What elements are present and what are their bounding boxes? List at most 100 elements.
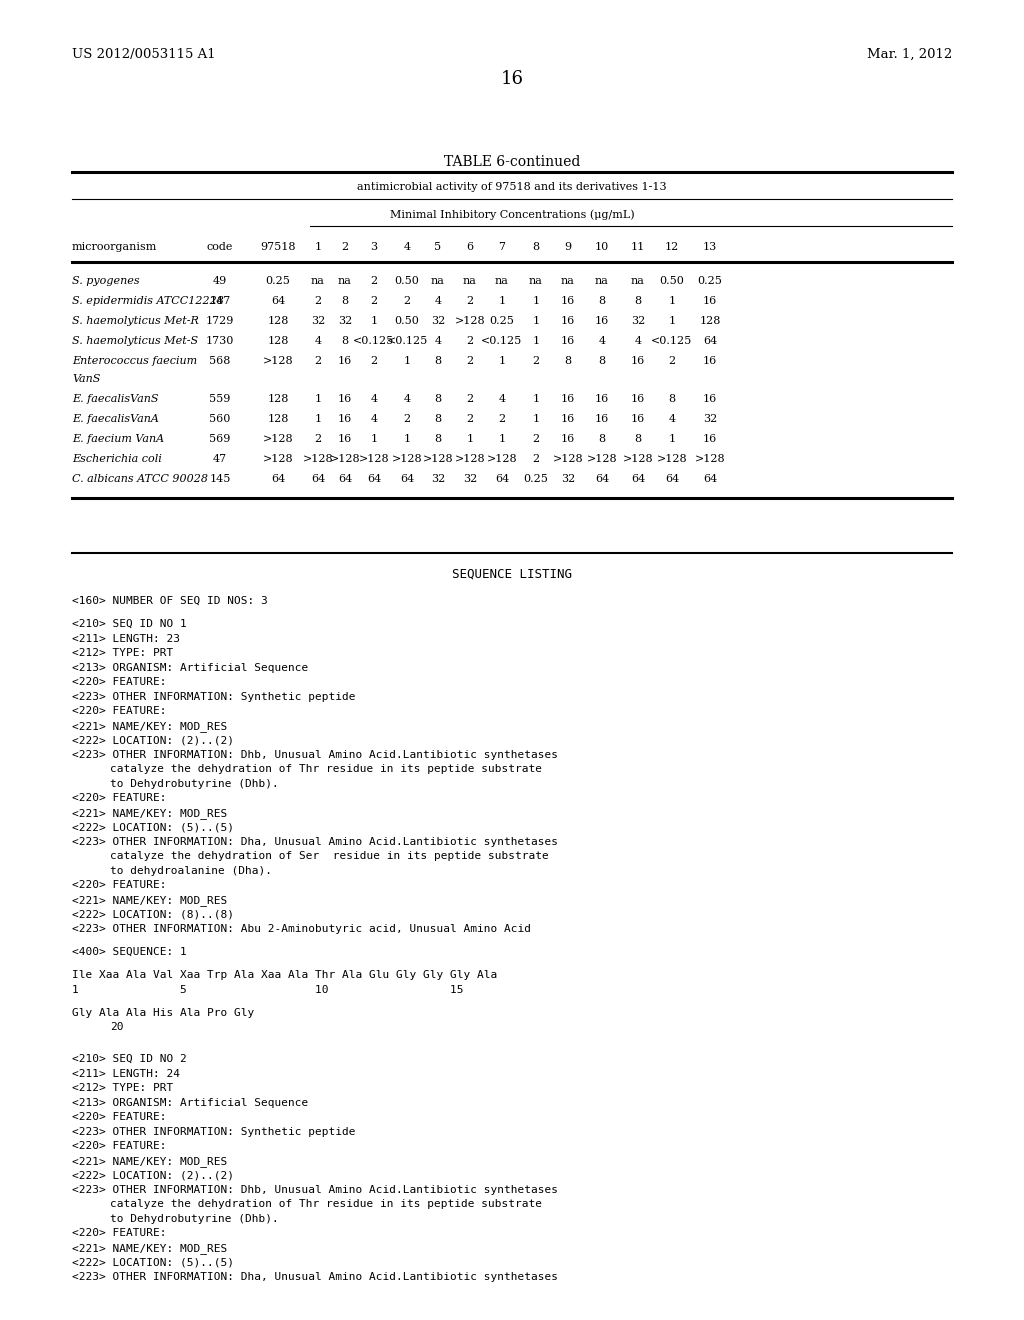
Text: 0.50: 0.50 <box>394 276 420 286</box>
Text: <212> TYPE: PRT: <212> TYPE: PRT <box>72 648 173 659</box>
Text: 8: 8 <box>598 356 605 366</box>
Text: <223> OTHER INFORMATION: Dha, Unusual Amino Acid.Lantibiotic synthetases: <223> OTHER INFORMATION: Dha, Unusual Am… <box>72 1271 558 1282</box>
Text: <212> TYPE: PRT: <212> TYPE: PRT <box>72 1084 173 1093</box>
Text: 1: 1 <box>314 414 322 424</box>
Text: 1: 1 <box>669 296 676 306</box>
Text: <222> LOCATION: (5)..(5): <222> LOCATION: (5)..(5) <box>72 822 234 832</box>
Text: 2: 2 <box>467 296 473 306</box>
Text: 64: 64 <box>400 474 414 484</box>
Text: >128: >128 <box>263 356 293 366</box>
Text: to dehydroalanine (Dha).: to dehydroalanine (Dha). <box>110 866 272 875</box>
Text: 0.25: 0.25 <box>697 276 723 286</box>
Text: E. faecium VanA: E. faecium VanA <box>72 434 164 444</box>
Text: 0.25: 0.25 <box>265 276 291 286</box>
Text: >128: >128 <box>553 454 584 465</box>
Text: 16: 16 <box>501 70 523 88</box>
Text: 4: 4 <box>371 393 378 404</box>
Text: 16: 16 <box>631 393 645 404</box>
Text: 13: 13 <box>702 242 717 252</box>
Text: 2: 2 <box>314 356 322 366</box>
Text: 49: 49 <box>213 276 227 286</box>
Text: 8: 8 <box>341 337 348 346</box>
Text: US 2012/0053115 A1: US 2012/0053115 A1 <box>72 48 216 61</box>
Text: 1: 1 <box>499 356 506 366</box>
Text: 1: 1 <box>371 434 378 444</box>
Text: 20: 20 <box>110 1022 124 1032</box>
Text: 12: 12 <box>665 242 679 252</box>
Text: 1: 1 <box>314 242 322 252</box>
Text: 2: 2 <box>499 414 506 424</box>
Text: 16: 16 <box>338 356 352 366</box>
Text: catalyze the dehydration of Ser  residue in its peptide substrate: catalyze the dehydration of Ser residue … <box>110 851 549 861</box>
Text: <221> NAME/KEY: MOD_RES: <221> NAME/KEY: MOD_RES <box>72 721 227 731</box>
Text: VanS: VanS <box>72 374 100 384</box>
Text: 1: 1 <box>314 393 322 404</box>
Text: 4: 4 <box>499 393 506 404</box>
Text: S. pyogenes: S. pyogenes <box>72 276 139 286</box>
Text: <220> FEATURE:: <220> FEATURE: <box>72 1113 167 1122</box>
Text: 1: 1 <box>669 315 676 326</box>
Text: 4: 4 <box>314 337 322 346</box>
Text: 8: 8 <box>598 434 605 444</box>
Text: 0.25: 0.25 <box>523 474 549 484</box>
Text: Escherichia coli: Escherichia coli <box>72 454 162 465</box>
Text: 2: 2 <box>467 356 473 366</box>
Text: <220> FEATURE:: <220> FEATURE: <box>72 706 167 717</box>
Text: >128: >128 <box>623 454 653 465</box>
Text: na: na <box>529 276 543 286</box>
Text: Ile Xaa Ala Val Xaa Trp Ala Xaa Ala Thr Ala Glu Gly Gly Gly Ala: Ile Xaa Ala Val Xaa Trp Ala Xaa Ala Thr … <box>72 970 498 981</box>
Text: 4: 4 <box>371 414 378 424</box>
Text: 4: 4 <box>434 296 441 306</box>
Text: <220> FEATURE:: <220> FEATURE: <box>72 793 167 803</box>
Text: <223> OTHER INFORMATION: Dhb, Unusual Amino Acid.Lantibiotic synthetases: <223> OTHER INFORMATION: Dhb, Unusual Am… <box>72 1185 558 1195</box>
Text: 8: 8 <box>434 356 441 366</box>
Text: 64: 64 <box>271 474 285 484</box>
Text: 128: 128 <box>267 337 289 346</box>
Text: >128: >128 <box>455 315 485 326</box>
Text: na: na <box>311 276 325 286</box>
Text: 0.25: 0.25 <box>489 315 514 326</box>
Text: <211> LENGTH: 23: <211> LENGTH: 23 <box>72 634 180 644</box>
Text: 2: 2 <box>314 434 322 444</box>
Text: >128: >128 <box>587 454 617 465</box>
Text: 4: 4 <box>434 337 441 346</box>
Text: 47: 47 <box>213 454 227 465</box>
Text: 4: 4 <box>669 414 676 424</box>
Text: 2: 2 <box>467 414 473 424</box>
Text: <0.125: <0.125 <box>386 337 428 346</box>
Text: 64: 64 <box>702 337 717 346</box>
Text: 1: 1 <box>403 434 411 444</box>
Text: 1: 1 <box>532 315 540 326</box>
Text: 1: 1 <box>403 356 411 366</box>
Text: 64: 64 <box>367 474 381 484</box>
Text: 1: 1 <box>371 315 378 326</box>
Text: <0.125: <0.125 <box>651 337 692 346</box>
Text: antimicrobial activity of 97518 and its derivatives 1-13: antimicrobial activity of 97518 and its … <box>357 182 667 191</box>
Text: 0.50: 0.50 <box>394 315 420 326</box>
Text: 32: 32 <box>702 414 717 424</box>
Text: 5: 5 <box>434 242 441 252</box>
Text: 0.50: 0.50 <box>659 276 684 286</box>
Text: 64: 64 <box>338 474 352 484</box>
Text: 1               5                   10                  15: 1 5 10 15 <box>72 985 464 994</box>
Text: 2: 2 <box>371 356 378 366</box>
Text: >128: >128 <box>423 454 454 465</box>
Text: catalyze the dehydration of Thr residue in its peptide substrate: catalyze the dehydration of Thr residue … <box>110 764 542 775</box>
Text: 16: 16 <box>631 414 645 424</box>
Text: SEQUENCE LISTING: SEQUENCE LISTING <box>452 568 572 581</box>
Text: 16: 16 <box>338 414 352 424</box>
Text: 6: 6 <box>467 242 473 252</box>
Text: 64: 64 <box>495 474 509 484</box>
Text: na: na <box>431 276 445 286</box>
Text: Enterococcus faecium: Enterococcus faecium <box>72 356 198 366</box>
Text: na: na <box>561 276 574 286</box>
Text: <220> FEATURE:: <220> FEATURE: <box>72 677 167 688</box>
Text: <210> SEQ ID NO 1: <210> SEQ ID NO 1 <box>72 619 186 630</box>
Text: 128: 128 <box>267 393 289 404</box>
Text: 32: 32 <box>631 315 645 326</box>
Text: 4: 4 <box>403 393 411 404</box>
Text: 1: 1 <box>532 296 540 306</box>
Text: >128: >128 <box>263 454 293 465</box>
Text: <221> NAME/KEY: MOD_RES: <221> NAME/KEY: MOD_RES <box>72 1242 227 1254</box>
Text: 16: 16 <box>561 434 575 444</box>
